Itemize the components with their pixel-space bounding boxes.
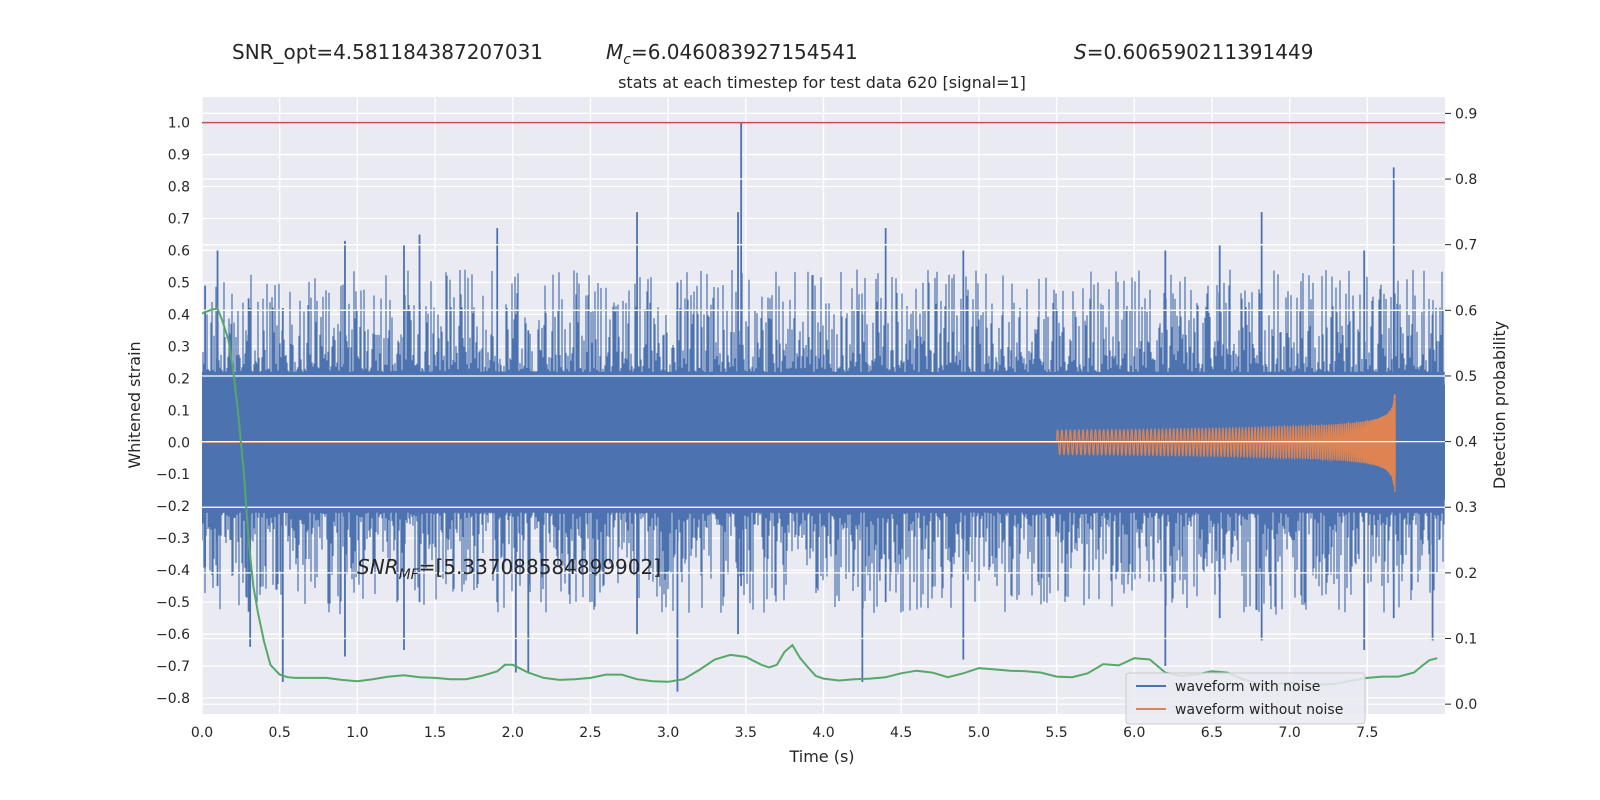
y2-tick-label: 0.0 bbox=[1455, 697, 1477, 713]
snr-opt-label: SNR_opt=4.581184387207031 bbox=[232, 40, 543, 64]
spin-label: S=0.606590211391449 bbox=[1074, 40, 1313, 64]
y-tick-label: −0.8 bbox=[156, 691, 190, 707]
y2-tick-label: 0.8 bbox=[1455, 172, 1477, 188]
y2-tick-label: 0.2 bbox=[1455, 566, 1477, 582]
y2-tick-label: 0.7 bbox=[1455, 238, 1477, 254]
y2-tick-label: 0.3 bbox=[1455, 500, 1477, 516]
y-tick-label: 1.0 bbox=[168, 116, 190, 132]
y-tick-label: −0.4 bbox=[156, 563, 190, 579]
x-axis-ticks: 0.0 0.5 1.0 1.5 2.0 2.5 3.0 3.5 4.0 4.5 5.0 5.5 6.0 6… bbox=[191, 725, 1379, 741]
legend-label-clean: waveform without noise bbox=[1175, 702, 1343, 718]
noise-fluctuations bbox=[202, 269, 1445, 615]
legend-label-noise: waveform with noise bbox=[1175, 679, 1320, 695]
x-tick-label: 6.0 bbox=[1123, 725, 1145, 741]
y2-axis-label: Detection probability bbox=[1490, 321, 1509, 489]
x-tick-label: 4.0 bbox=[812, 725, 834, 741]
snr-mf-annotation: SNRMF=[5.337088584899902] bbox=[357, 555, 661, 583]
y-tick-label: 0.2 bbox=[168, 371, 190, 387]
x-tick-label: 0.5 bbox=[269, 725, 291, 741]
chirp-mass-label: Mc=6.046083927154541 bbox=[606, 40, 858, 68]
y2-tick-label: 0.6 bbox=[1455, 303, 1477, 319]
y-tick-label: −0.1 bbox=[156, 467, 190, 483]
x-axis-label: Time (s) bbox=[788, 747, 854, 766]
y-tick-label: 0.5 bbox=[168, 275, 190, 291]
x-tick-label: 3.5 bbox=[735, 725, 757, 741]
y-tick-label: 0.7 bbox=[168, 211, 190, 227]
y-tick-label: 0.3 bbox=[168, 339, 190, 355]
y2-tick-label: 0.4 bbox=[1455, 435, 1477, 451]
y-tick-label: 0.6 bbox=[168, 243, 190, 259]
x-tick-label: 3.0 bbox=[657, 725, 679, 741]
y-tick-label: −0.7 bbox=[156, 659, 190, 675]
x-tick-label: 5.0 bbox=[968, 725, 990, 741]
chart-title: stats at each timestep for test data 620… bbox=[618, 73, 1026, 92]
y2-axis-ticks: 0.9 0.8 0.7 0.6 0.5 0.4 0.3 0.2 0.1 0.0 bbox=[1445, 106, 1477, 713]
series-waveform-without-noise bbox=[202, 394, 1396, 493]
x-tick-label: 2.5 bbox=[579, 725, 601, 741]
chirp-waveform bbox=[1055, 394, 1396, 493]
legend: waveform with noise waveform without noi… bbox=[1125, 672, 1366, 725]
y-tick-label: 0.9 bbox=[168, 148, 190, 164]
y-tick-label: −0.6 bbox=[156, 627, 190, 643]
legend-box bbox=[1125, 672, 1366, 725]
y-tick-label: −0.5 bbox=[156, 595, 190, 611]
x-tick-label: 2.0 bbox=[502, 725, 524, 741]
x-tick-label: 7.5 bbox=[1356, 725, 1378, 741]
y2-tick-label: 0.9 bbox=[1455, 106, 1477, 122]
y-tick-label: −0.2 bbox=[156, 499, 190, 515]
y2-tick-label: 0.1 bbox=[1455, 632, 1477, 648]
x-tick-label: 0.0 bbox=[191, 725, 213, 741]
y-tick-label: 0.0 bbox=[168, 435, 190, 451]
y-tick-label: 0.8 bbox=[168, 180, 190, 196]
y-axis-ticks: 1.0 0.9 0.8 0.7 0.6 0.5 0.4 0.3 0.2 0.1 0.0 −0.1 −0.… bbox=[156, 116, 190, 707]
secondary-gridlines bbox=[202, 112, 1445, 705]
x-tick-label: 5.5 bbox=[1045, 725, 1067, 741]
x-tick-label: 1.0 bbox=[346, 725, 368, 741]
y-axis-label: Whitened strain bbox=[125, 341, 144, 468]
series-detection-probability bbox=[202, 307, 1438, 686]
y2-tick-label: 0.5 bbox=[1455, 369, 1477, 385]
x-tick-label: 4.5 bbox=[890, 725, 912, 741]
x-tick-label: 7.0 bbox=[1278, 725, 1300, 741]
x-tick-label: 1.5 bbox=[424, 725, 446, 741]
y-tick-label: 0.1 bbox=[168, 403, 190, 419]
y-tick-label: 0.4 bbox=[168, 307, 190, 323]
y-tick-label: −0.3 bbox=[156, 531, 190, 547]
x-tick-label: 6.5 bbox=[1201, 725, 1223, 741]
